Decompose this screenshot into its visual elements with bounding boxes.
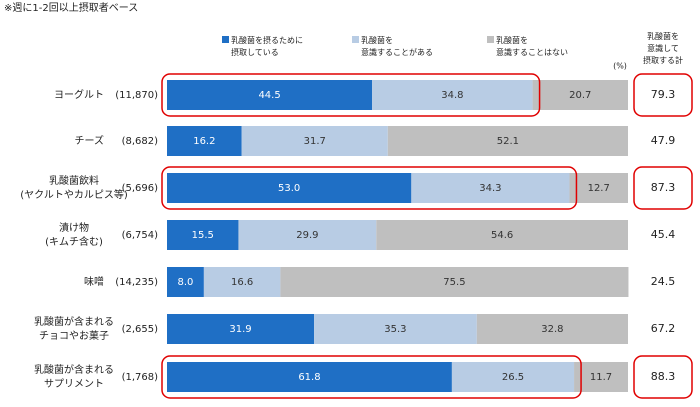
total-value: 88.3 <box>651 370 676 383</box>
highlight-box <box>161 355 582 399</box>
sample-size: (11,870) <box>115 90 158 101</box>
value-label: 52.1 <box>497 136 519 147</box>
legend-swatch <box>222 36 229 43</box>
bar-segment <box>280 267 629 297</box>
highlight-box <box>633 355 693 399</box>
bar-segment <box>167 80 373 110</box>
category-label: チーズ <box>75 134 105 147</box>
bar-segment <box>167 362 452 392</box>
category-label: 乳酸菌が含まれるサプリメント <box>34 363 114 390</box>
value-label: 54.6 <box>491 230 513 241</box>
highlight-box <box>633 166 693 210</box>
sample-size: (14,235) <box>115 277 158 288</box>
unit-label: (%) <box>613 62 627 71</box>
sample-size: (1,768) <box>122 372 159 383</box>
highlight-box <box>161 166 578 210</box>
total-value: 24.5 <box>651 275 676 288</box>
bar-segment <box>167 314 315 344</box>
total-value: 87.3 <box>651 181 676 194</box>
total-value: 67.2 <box>651 322 676 335</box>
bar-segment <box>569 173 628 203</box>
value-label: 31.7 <box>304 136 326 147</box>
sample-size: (6,754) <box>122 230 159 241</box>
value-label: 20.7 <box>569 90 591 101</box>
bar-segment <box>376 220 628 250</box>
highlight-box <box>633 73 693 117</box>
value-label: 12.7 <box>588 183 610 194</box>
legend-label: 乳酸菌を意識することがある <box>361 35 433 57</box>
total-header: 乳酸菌を意識して摂取する計 <box>643 31 683 65</box>
value-label: 8.0 <box>177 277 193 288</box>
category-label: 乳酸菌飲料(ヤクルトやカルピス等) <box>20 174 128 201</box>
highlight-box <box>161 73 541 117</box>
sample-size: (2,655) <box>122 324 159 335</box>
value-label: 34.3 <box>479 183 501 194</box>
total-value: 79.3 <box>651 88 676 101</box>
bar-segment <box>372 80 533 110</box>
category-label: 乳酸菌が含まれるチョコやお菓子 <box>34 315 114 342</box>
bar-segment <box>167 267 204 297</box>
total-value: 47.9 <box>651 134 676 147</box>
value-label: 31.9 <box>229 324 251 335</box>
value-label: 34.8 <box>441 90 463 101</box>
note: ※週に1-2回以上摂取者ベース <box>4 1 138 14</box>
category-label: ヨーグルト <box>54 88 104 101</box>
value-label: 15.5 <box>192 230 214 241</box>
total-value: 45.4 <box>651 228 676 241</box>
category-label: 漬け物(キムチ含む) <box>45 221 103 248</box>
bar-segment <box>203 267 281 297</box>
sample-size: (8,682) <box>122 136 159 147</box>
legend-label: 乳酸菌を摂るために摂取している <box>231 35 303 57</box>
bar-segment <box>476 314 628 344</box>
value-label: 16.2 <box>193 136 215 147</box>
category-label: 味噌 <box>84 275 104 288</box>
value-label: 53.0 <box>278 183 300 194</box>
value-label: 11.7 <box>590 372 612 383</box>
value-label: 29.9 <box>296 230 318 241</box>
bar-segment <box>532 80 628 110</box>
legend-label: 乳酸菌を意識することはない <box>496 35 568 57</box>
legend-swatch <box>487 36 494 43</box>
legend-swatch <box>352 36 359 43</box>
bar-segment <box>574 362 628 392</box>
value-label: 32.8 <box>541 324 563 335</box>
value-label: 44.5 <box>258 90 280 101</box>
bar-segment <box>241 126 388 156</box>
bar-segment <box>238 220 377 250</box>
value-label: 61.8 <box>298 372 320 383</box>
bar-segment <box>167 126 242 156</box>
value-label: 75.5 <box>443 277 465 288</box>
bar-segment <box>451 362 575 392</box>
bar-segment <box>387 126 628 156</box>
bar-segment <box>167 173 412 203</box>
bar-segment <box>314 314 477 344</box>
value-label: 26.5 <box>502 372 524 383</box>
value-label: 16.6 <box>231 277 253 288</box>
bar-segment <box>411 173 570 203</box>
sample-size: (5,696) <box>122 183 159 194</box>
value-label: 35.3 <box>384 324 406 335</box>
bar-segment <box>167 220 239 250</box>
